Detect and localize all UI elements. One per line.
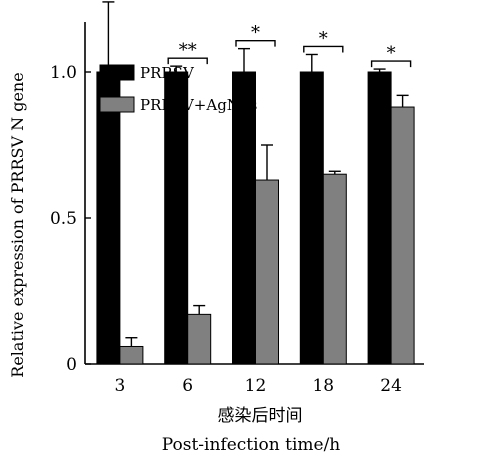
bar-prrsv <box>96 71 121 365</box>
x-tick-label: 3 <box>114 376 125 396</box>
x-axis-label-cn: 感染后时间 <box>218 406 303 426</box>
significance-bracket <box>235 39 276 47</box>
y-tick-label: 0.5 <box>50 209 77 229</box>
significance-layer: ****** <box>167 23 412 68</box>
bar-prrsv <box>232 71 256 365</box>
significance-bracket <box>167 57 208 65</box>
bar-prrsv <box>164 71 189 365</box>
significance-bracket <box>370 60 412 68</box>
legend-label: PRRSV+AgNPs <box>140 96 257 114</box>
y-tick-label: 0 <box>66 355 77 375</box>
y-tick-label: 1.0 <box>50 63 77 83</box>
x-tick-label: 18 <box>312 376 334 396</box>
legend-swatch <box>99 96 135 113</box>
legend: PRRSV PRRSV+AgNPs <box>99 64 257 114</box>
bar-prrsv-agnps <box>322 173 347 365</box>
bars-layer <box>96 71 415 365</box>
bar-prrsv-agnps <box>119 345 144 365</box>
bar-prrsv-agnps <box>390 106 415 365</box>
bar-prrsv-agnps <box>187 313 212 365</box>
y-axis-label: Relative expression of PRRSV N gene <box>8 72 27 377</box>
x-tick-label: 6 <box>182 376 193 396</box>
significance-marker: * <box>319 28 328 49</box>
x-tick-label: 24 <box>380 376 402 396</box>
significance-marker: * <box>251 23 260 44</box>
error-bars-layer <box>102 1 409 347</box>
x-tick-label: 12 <box>245 376 267 396</box>
legend-label: PRRSV <box>140 64 195 82</box>
significance-marker: * <box>387 43 396 64</box>
bar-prrsv <box>299 71 324 365</box>
bar-prrsv-agnps <box>255 179 279 365</box>
legend-swatch <box>99 64 135 81</box>
x-axis-label: Post-infection time/h <box>162 435 341 455</box>
bar-prrsv <box>367 71 392 365</box>
significance-bracket <box>303 45 344 53</box>
significance-marker: ** <box>179 40 197 61</box>
